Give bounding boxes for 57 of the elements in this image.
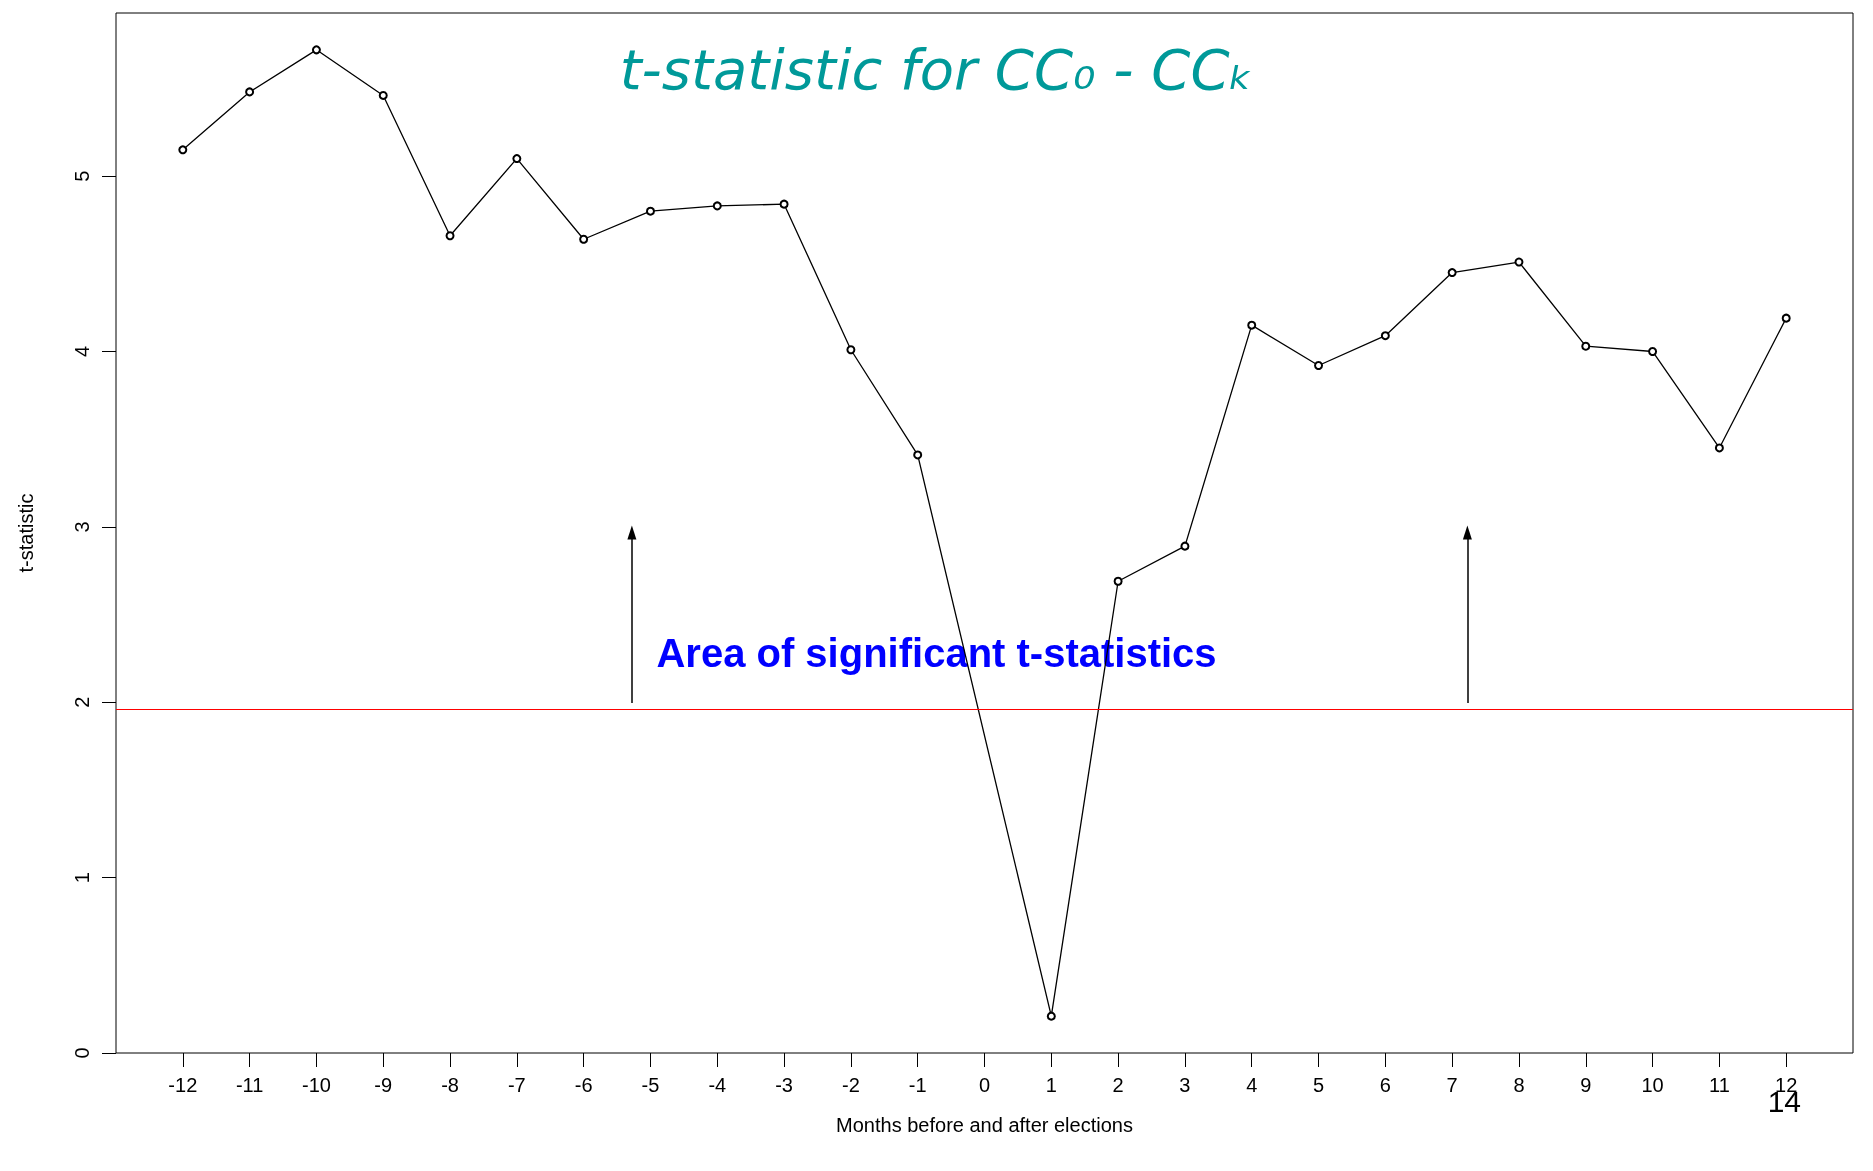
point — [1714, 443, 1724, 453]
x-tick-label: 5 — [1312, 1074, 1325, 1096]
x-tick-label: -12 — [168, 1074, 198, 1096]
x-tick-label: 3 — [1179, 1074, 1191, 1096]
x-tick-label: -3 — [775, 1074, 793, 1096]
x-tick-label: 6 — [1379, 1074, 1391, 1096]
point — [712, 201, 722, 211]
y-tick-label: 2 — [71, 696, 93, 708]
point — [1247, 320, 1257, 330]
y-tick-label: 0 — [71, 1047, 93, 1059]
x-tick-label: -7 — [507, 1074, 526, 1096]
x-tick-label: -8 — [441, 1074, 459, 1096]
point — [779, 199, 789, 209]
point — [378, 90, 388, 100]
x-tick-label: -2 — [841, 1074, 860, 1096]
point — [579, 234, 589, 244]
point — [311, 45, 321, 55]
x-tick-label: -11 — [235, 1074, 264, 1096]
x-tick-label: 2 — [1112, 1074, 1124, 1096]
point — [846, 345, 856, 355]
x-tick-label: -4 — [708, 1074, 727, 1096]
x-tick-label: 7 — [1446, 1074, 1458, 1096]
x-tick-label: -6 — [574, 1074, 593, 1096]
point — [1581, 341, 1591, 351]
point — [445, 231, 455, 241]
point — [1648, 346, 1658, 356]
x-tick-label: -5 — [641, 1074, 660, 1096]
chart-title: t-statistic for CC₀ - CCₖ — [619, 36, 1254, 102]
x-tick-label: 1 — [1045, 1074, 1057, 1096]
point — [1046, 1011, 1056, 1021]
y-tick-label: 3 — [71, 521, 93, 533]
x-tick-label: 11 — [1709, 1074, 1730, 1096]
point — [1781, 313, 1791, 323]
x-tick-label: 10 — [1641, 1074, 1664, 1096]
point — [1514, 257, 1524, 267]
x-tick-label: 4 — [1246, 1074, 1258, 1096]
y-tick-label: 1 — [71, 872, 93, 884]
point — [245, 87, 255, 97]
point — [1380, 331, 1390, 341]
x-tick-label: -9 — [374, 1074, 393, 1096]
point — [178, 145, 188, 155]
x-tick-label: 8 — [1513, 1074, 1525, 1096]
point — [512, 154, 522, 164]
point — [645, 206, 655, 216]
point — [1180, 541, 1190, 551]
point — [1314, 361, 1324, 371]
y-axis-title: t-statistic — [15, 493, 37, 573]
point — [913, 450, 923, 460]
x-tick-label: 0 — [978, 1074, 991, 1096]
x-axis-title: Months before and after elections — [836, 1114, 1133, 1136]
x-tick-label: -1 — [908, 1074, 927, 1096]
x-tick-label: -10 — [301, 1074, 331, 1096]
y-tick-label: 4 — [71, 345, 93, 358]
x-tick-label: 9 — [1580, 1074, 1592, 1096]
point — [1447, 268, 1457, 278]
y-tick-label: 5 — [71, 170, 93, 182]
point — [1113, 576, 1123, 586]
